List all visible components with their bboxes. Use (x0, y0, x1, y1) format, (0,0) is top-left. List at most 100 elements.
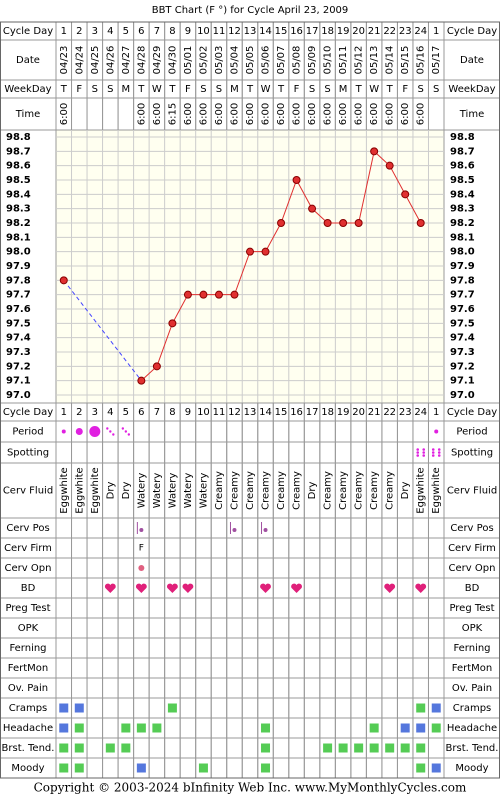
row-label: WeekDay (448, 84, 495, 95)
cell (396, 420, 414, 443)
weekday: S (107, 84, 113, 95)
cell (365, 517, 383, 539)
cell (427, 617, 445, 639)
cell (334, 420, 352, 443)
cell (334, 617, 352, 639)
cycle-day: 23 (399, 407, 412, 418)
weekday: M (339, 84, 348, 95)
cell (396, 537, 414, 559)
cell (350, 441, 367, 464)
weekday: S (433, 84, 439, 95)
cell (396, 441, 414, 464)
y-tick-label: 97.2 (450, 361, 475, 372)
cell (226, 637, 243, 659)
cell (334, 557, 352, 579)
cell (365, 637, 383, 659)
cell (319, 697, 336, 719)
cerv-fluid: Eggwhite (90, 467, 101, 513)
cell (148, 617, 166, 639)
cycle-day: 13 (244, 407, 257, 418)
y-tick-label: 98.7 (450, 146, 475, 157)
row-label: Preg Test (5, 603, 50, 614)
cell (102, 697, 119, 719)
cerv-fluid: Eggwhite (431, 467, 442, 513)
cell (241, 677, 259, 699)
cycle-day: 24 (414, 26, 427, 37)
row-label: Cerv Fluid (3, 486, 53, 497)
row-label: Cramps (453, 703, 492, 714)
y-tick-label: 97.7 (450, 290, 475, 301)
cell (71, 557, 88, 579)
spotting-dot (416, 454, 420, 457)
cell (303, 677, 321, 699)
row-label: Preg Test (449, 603, 494, 614)
cell (241, 517, 259, 539)
cell (117, 697, 135, 719)
cycle-day: 15 (275, 407, 288, 418)
cell (412, 637, 429, 659)
cell (195, 577, 212, 599)
cell (396, 657, 414, 679)
cell (365, 577, 383, 599)
cycle-day: 22 (383, 407, 396, 418)
cell (257, 420, 274, 443)
cell (272, 557, 290, 579)
cerv-fluid: Creamy (276, 471, 287, 510)
cycle-day: 8 (169, 26, 175, 37)
cell (86, 517, 104, 539)
weekday: T (137, 84, 145, 95)
y-tick-label: 98.0 (450, 247, 475, 258)
cell (210, 697, 228, 719)
y-tick-label: 98.5 (6, 175, 31, 186)
weekday: F (76, 84, 82, 95)
weekday: T (60, 84, 68, 95)
cell (427, 97, 445, 131)
cell (272, 757, 290, 779)
symptom-icon (152, 723, 162, 733)
y-tick-label: 97.3 (450, 347, 475, 358)
cell (195, 420, 212, 443)
cerv-fluid: Creamy (354, 471, 365, 510)
cell (179, 557, 197, 579)
cell (350, 537, 367, 559)
cerv-fluid: Watery (136, 473, 147, 509)
cell (226, 557, 243, 579)
symptom-icon (369, 743, 379, 753)
row-label: Ferning (453, 643, 490, 654)
row-label: Moody (455, 763, 488, 774)
time: 6:00 (369, 103, 380, 125)
cell (148, 441, 166, 464)
cell (257, 637, 274, 659)
cell (303, 597, 321, 619)
cell (179, 697, 197, 719)
cell (148, 537, 166, 559)
date: 05/11 (338, 46, 349, 75)
symptom-icon (74, 763, 84, 773)
cycle-day: 18 (321, 407, 334, 418)
date: 05/13 (369, 46, 380, 75)
temp-point (199, 290, 208, 299)
cell (86, 757, 104, 779)
y-tick-label: 98.6 (6, 161, 31, 172)
cell (210, 537, 228, 559)
cerv-fluid: Eggwhite (416, 467, 427, 513)
time: 6:00 (59, 103, 70, 125)
cell (195, 597, 212, 619)
cycle-day: 9 (185, 407, 191, 418)
cell (226, 677, 243, 699)
row-label: Cycle Day (3, 26, 53, 37)
cell (412, 441, 429, 464)
cycle-day: 15 (275, 26, 288, 37)
cycle-day: 17 (306, 26, 319, 37)
row-label: Cycle Day (3, 407, 53, 418)
cell (102, 637, 119, 659)
weekday: T (355, 84, 363, 95)
weekday: F (185, 84, 191, 95)
cell (272, 677, 290, 699)
cell (179, 637, 197, 659)
cycle-day: 10 (197, 407, 210, 418)
cell (195, 717, 212, 739)
cell (319, 577, 336, 599)
time: 6:00 (400, 103, 411, 125)
